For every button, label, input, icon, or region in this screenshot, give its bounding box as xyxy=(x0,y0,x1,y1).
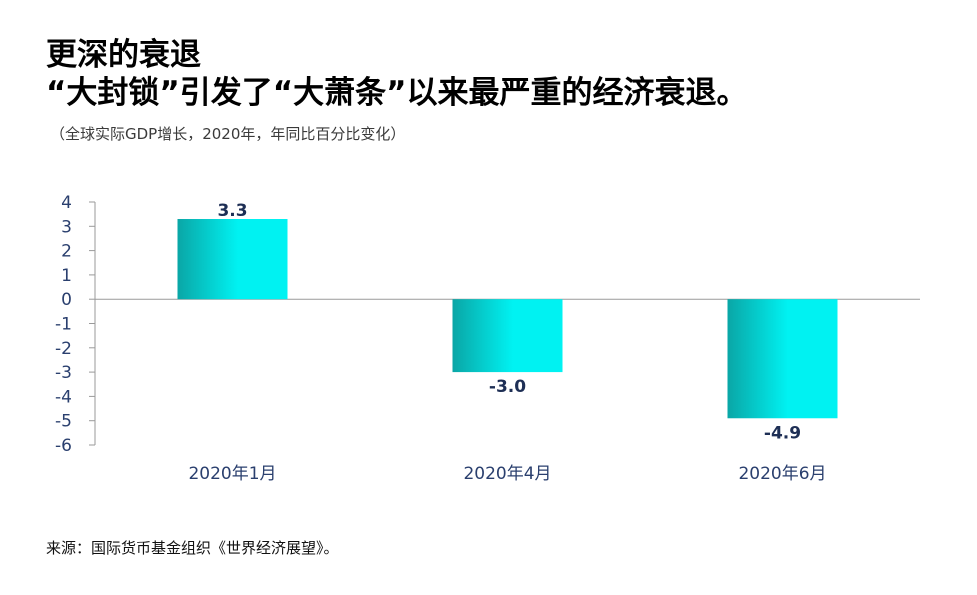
bar-1 xyxy=(177,219,288,300)
y-tick-label: 1 xyxy=(61,266,72,286)
y-tick-label: -5 xyxy=(55,412,72,432)
chart-subtitle: （全球实际GDP增长，2020年，年同比百分比变化） xyxy=(50,125,406,143)
y-tick-label: 2 xyxy=(61,242,72,262)
data-label: -4.9 xyxy=(764,423,801,443)
y-tick-label: -1 xyxy=(55,315,72,335)
bar-3 xyxy=(727,299,838,419)
x-category-label: 2020年6月 xyxy=(738,464,826,484)
y-tick-label: -2 xyxy=(55,339,72,359)
data-label: 3.3 xyxy=(217,201,247,221)
y-tick-label: -3 xyxy=(55,363,72,383)
y-tick-label: 0 xyxy=(61,290,72,310)
y-tick-label: 3 xyxy=(61,217,72,237)
x-category-label: 2020年4月 xyxy=(463,464,551,484)
source-note: 来源：国际货币基金组织《世界经济展望》。 xyxy=(46,539,339,557)
chart-title: 更深的衰退 “大封锁”引发了“大萧条”以来最严重的经济衰退。 xyxy=(46,36,748,113)
y-tick-label: -4 xyxy=(55,387,72,407)
data-label: -3.0 xyxy=(489,377,526,397)
y-tick-label: -6 xyxy=(55,436,72,456)
y-tick-label: 4 xyxy=(61,193,72,213)
title-line-2: “大封锁”引发了“大萧条”以来最严重的经济衰退。 xyxy=(46,75,748,112)
x-category-label: 2020年1月 xyxy=(188,464,276,484)
title-line-1: 更深的衰退 xyxy=(46,37,201,73)
bar-2 xyxy=(452,299,563,373)
